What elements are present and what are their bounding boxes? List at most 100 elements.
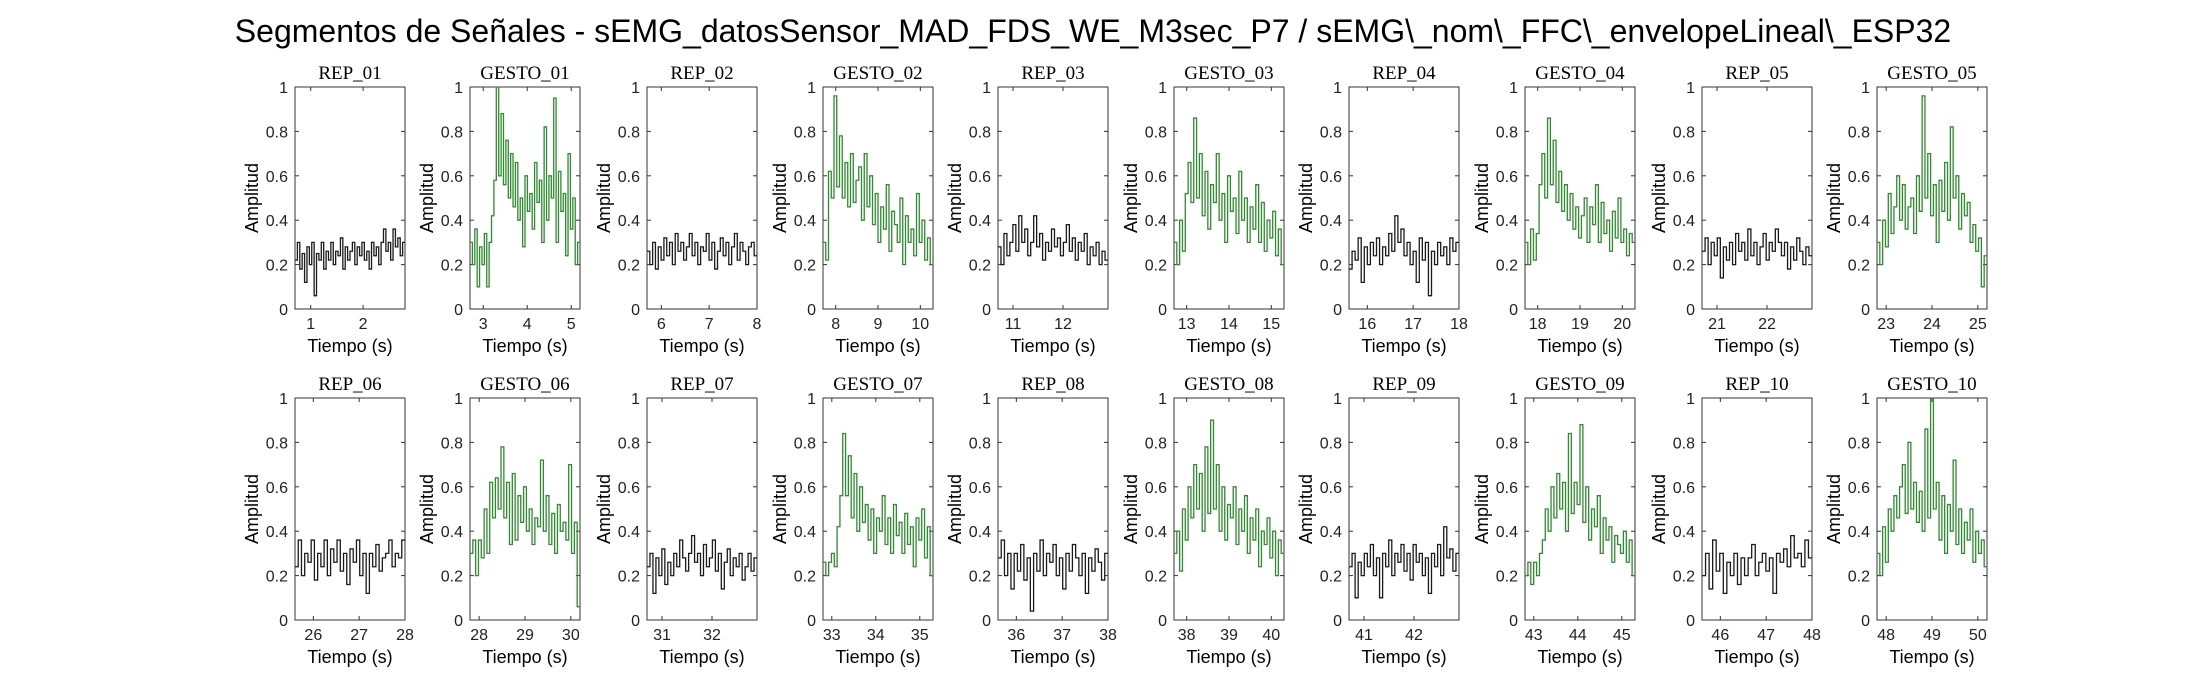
x-axis-label: Tiempo (s) (1714, 336, 1799, 356)
x-tick-label: 31 (653, 627, 671, 644)
y-tick-label: 0.6 (1496, 480, 1518, 497)
subplot-rep-02: REP_02 0 0.2 0.4 0.6 0.8 1 6 7 8 Tiempo (s) Amplitu… (594, 63, 762, 356)
x-tick-label: 29 (516, 627, 534, 644)
y-tick-label: 1 (807, 391, 816, 408)
x-tick-label: 20 (1613, 316, 1631, 333)
subplot-gesto-03: GESTO_03 0 0.2 0.4 0.6 0.8 1 13 14 15 Tiempo (s) Am… (1121, 63, 1285, 356)
rep-signal-line (998, 215, 1108, 266)
panels-grid: REP_01 0 0.2 0.4 0.6 0.8 1 1 2 Tiempo (s) Amplitud… (242, 63, 1988, 667)
y-tick-label: 0.6 (618, 480, 640, 497)
y-tick-label: 0.4 (1848, 524, 1870, 541)
axes-box (1876, 397, 1988, 621)
y-tick-label: 0.8 (1496, 435, 1518, 452)
subplot-gesto-10: GESTO_10 0 0.2 0.4 0.6 0.8 1 48 49 50 Tiempo (s) Am… (1824, 374, 1988, 667)
y-tick-label: 0 (1686, 302, 1695, 319)
subplot-gesto-09: GESTO_09 0 0.2 0.4 0.6 0.8 1 43 44 45 Tiempo (s) Am… (1472, 374, 1636, 667)
subplot-rep-01: REP_01 0 0.2 0.4 0.6 0.8 1 1 2 Tiempo (s) Amplitud (242, 63, 406, 356)
y-tick-label: 0.6 (1320, 169, 1342, 186)
x-tick-label: 38 (1178, 627, 1196, 644)
y-tick-label: 1 (1333, 80, 1342, 97)
subplot-gesto-06: GESTO_06 0 0.2 0.4 0.6 0.8 1 28 29 30 Tiempo (s) Am… (417, 374, 581, 667)
y-axis-label: Amplitud (770, 163, 790, 233)
y-axis-label: Amplitud (1649, 163, 1669, 233)
y-tick-label: 0.4 (441, 213, 463, 230)
x-tick-label: 14 (1220, 316, 1238, 333)
panel-title: GESTO_03 (1184, 63, 1273, 84)
y-tick-label: 0.4 (794, 213, 816, 230)
panel-title: REP_05 (1725, 63, 1788, 84)
panel-title: REP_01 (318, 63, 381, 84)
x-tick-label: 32 (703, 627, 721, 644)
subplot-gesto-04: GESTO_04 0 0.2 0.4 0.6 0.8 1 18 19 20 Tiempo (s) Am… (1472, 63, 1636, 356)
y-tick-label: 1 (279, 391, 288, 408)
y-axis-label: Amplitud (945, 474, 965, 544)
y-tick-label: 0.2 (969, 569, 991, 586)
x-tick-label: 40 (1262, 627, 1280, 644)
axes-box (997, 86, 1109, 310)
axes-box (1701, 397, 1813, 621)
y-tick-label: 0 (454, 613, 463, 630)
y-tick-label: 0 (1333, 302, 1342, 319)
y-tick-label: 1 (807, 80, 816, 97)
y-axis-label: Amplitud (242, 474, 262, 544)
subplot-gesto-07: GESTO_07 0 0.2 0.4 0.6 0.8 1 33 34 35 Tiempo (s) Am… (770, 374, 934, 667)
subplot-gesto-08: GESTO_08 0 0.2 0.4 0.6 0.8 1 38 39 40 Tiempo (s) Am… (1121, 374, 1285, 667)
y-tick-label: 1 (982, 391, 991, 408)
panel-title: REP_02 (670, 63, 733, 84)
y-tick-label: 0.4 (266, 524, 288, 541)
y-tick-label: 0.4 (1496, 213, 1518, 230)
y-tick-label: 0.8 (1673, 435, 1695, 452)
x-tick-label: 34 (867, 627, 885, 644)
y-tick-label: 0 (982, 302, 991, 319)
y-tick-label: 0.6 (1673, 480, 1695, 497)
x-tick-label: 33 (823, 627, 841, 644)
gesto-signal-line (470, 86, 580, 288)
y-tick-label: 0.4 (1145, 524, 1167, 541)
y-tick-label: 0.6 (441, 480, 463, 497)
x-axis-label: Tiempo (s) (1361, 336, 1446, 356)
y-tick-label: 0.2 (794, 569, 816, 586)
x-tick-label: 46 (1711, 627, 1729, 644)
panel-title: GESTO_06 (480, 374, 569, 395)
x-axis-label: Tiempo (s) (1186, 647, 1271, 667)
x-axis-label: Tiempo (s) (1010, 647, 1095, 667)
y-tick-label: 0.6 (794, 169, 816, 186)
x-tick-label: 8 (753, 316, 762, 333)
panel-title: REP_09 (1372, 374, 1435, 395)
axes-box (1348, 397, 1460, 621)
x-tick-label: 1 (306, 316, 315, 333)
x-tick-label: 50 (1969, 627, 1987, 644)
axes-box (1348, 86, 1460, 310)
y-tick-label: 1 (1861, 80, 1870, 97)
y-axis-label: Amplitud (1472, 163, 1492, 233)
y-axis-label: Amplitud (1824, 474, 1844, 544)
x-tick-label: 7 (705, 316, 714, 333)
y-tick-label: 0.8 (1848, 124, 1870, 141)
y-tick-label: 0.6 (969, 169, 991, 186)
y-tick-label: 0.8 (969, 435, 991, 452)
panel-title: GESTO_04 (1535, 63, 1625, 84)
axes-box (822, 397, 934, 621)
x-tick-label: 18 (1529, 316, 1547, 333)
y-tick-label: 0.2 (441, 569, 463, 586)
y-tick-label: 0.8 (1320, 435, 1342, 452)
y-tick-label: 0.4 (1320, 524, 1342, 541)
y-tick-label: 0.4 (618, 213, 640, 230)
y-axis-label: Amplitud (770, 474, 790, 544)
y-tick-label: 0.4 (1320, 213, 1342, 230)
y-tick-label: 0 (1158, 302, 1167, 319)
y-tick-label: 0 (1509, 613, 1518, 630)
y-tick-label: 0.6 (969, 480, 991, 497)
gesto-signal-line (1525, 423, 1635, 586)
panel-title: GESTO_02 (833, 63, 922, 84)
y-tick-label: 0.4 (969, 213, 991, 230)
y-axis-label: Amplitud (1649, 474, 1669, 544)
y-tick-label: 0.2 (1848, 569, 1870, 586)
axes-box (646, 397, 758, 621)
panel-title: GESTO_01 (480, 63, 569, 84)
x-tick-label: 2 (359, 316, 368, 333)
gesto-signal-line (823, 95, 933, 266)
x-axis-label: Tiempo (s) (482, 336, 567, 356)
